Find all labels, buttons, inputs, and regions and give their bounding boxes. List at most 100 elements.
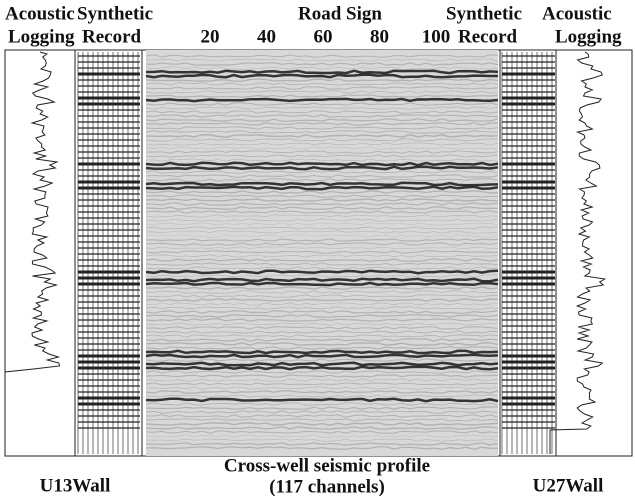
reflector: [145, 242, 499, 246]
reflector: [145, 406, 499, 410]
reflector: [145, 402, 499, 406]
reflector: [145, 118, 499, 122]
tick-label: 80: [370, 26, 389, 47]
reflector: [145, 246, 499, 250]
reflector: [145, 78, 499, 82]
reflector: [145, 230, 499, 234]
seismic-panel: [4, 49, 633, 457]
reflector: [145, 426, 499, 430]
reflector: [145, 274, 499, 278]
reflector: [145, 346, 499, 350]
reflector: [145, 214, 499, 218]
reflector: [145, 326, 499, 330]
tick-label: 20: [201, 26, 220, 47]
reflector: [145, 302, 499, 306]
reflector: [145, 410, 499, 414]
label: Acoustic: [5, 3, 75, 24]
reflector: [145, 69, 499, 75]
axis-title: Road Sign: [298, 3, 382, 24]
reflector: [145, 281, 499, 287]
reflector: [145, 54, 499, 58]
reflector: [145, 262, 499, 266]
caption: Cross-well seismic profile: [224, 455, 430, 476]
reflector: [145, 194, 498, 198]
reflector: [145, 353, 499, 359]
tick-label: 100: [422, 26, 451, 47]
reflector: [145, 386, 499, 390]
reflector: [145, 330, 499, 334]
reflector: [145, 269, 499, 275]
reflector: [145, 422, 499, 426]
reflector: [145, 154, 499, 158]
reflector: [145, 294, 499, 298]
reflector: [145, 73, 498, 79]
reflector: [145, 358, 498, 362]
reflector: [145, 94, 499, 98]
well-name: U27Wall: [533, 475, 604, 496]
reflector: [145, 202, 499, 206]
reflector: [145, 382, 499, 386]
reflector: [145, 390, 499, 394]
reflector: [145, 238, 499, 242]
reflector: [145, 250, 499, 254]
tick-label: 40: [257, 26, 276, 47]
reflector: [145, 361, 499, 367]
reflector: [145, 185, 499, 191]
reflector: [145, 82, 499, 86]
well-name: U13Wall: [40, 475, 111, 496]
reflector: [145, 165, 499, 171]
reflector: [145, 318, 499, 322]
reflector: [145, 226, 499, 230]
reflector: [145, 222, 499, 226]
reflector: [145, 102, 499, 106]
reflector: [146, 286, 499, 290]
label: Acoustic: [542, 3, 612, 24]
reflector: [145, 349, 499, 355]
reflector: [145, 138, 498, 142]
reflector: [145, 142, 499, 146]
label: Logging: [555, 26, 622, 47]
reflector: [146, 58, 499, 62]
tick-label: 60: [314, 26, 333, 47]
reflector: [145, 198, 499, 202]
reflector: [145, 66, 499, 70]
acoustic-log: [549, 51, 607, 454]
reflector: [145, 174, 499, 178]
reflector: [145, 365, 499, 371]
reflector: [145, 181, 499, 187]
reflector: [145, 277, 499, 283]
reflector: [145, 114, 499, 118]
reflector: [145, 370, 499, 374]
reflector: [145, 110, 499, 114]
reflector: [145, 418, 499, 422]
reflector: [145, 130, 499, 134]
reflector: [145, 266, 499, 270]
reflector: [145, 338, 499, 342]
label: Logging: [8, 26, 75, 47]
acoustic-log: [4, 51, 61, 454]
reflector: [145, 310, 499, 314]
reflector: [145, 218, 499, 222]
label: Synthetic: [77, 3, 153, 24]
caption: (117 channels): [269, 476, 385, 496]
reflector: [145, 134, 499, 138]
label: Record: [458, 26, 518, 47]
reflector: [145, 150, 499, 154]
reflector: [145, 146, 499, 150]
reflector: [145, 322, 499, 326]
label: Synthetic: [446, 3, 522, 24]
reflector: [146, 414, 499, 418]
reflector: [145, 190, 498, 194]
reflector: [145, 394, 499, 398]
reflector: [145, 334, 499, 338]
reflector: [145, 306, 499, 310]
reflector: [145, 442, 499, 446]
reflector: [145, 258, 499, 262]
label: Record: [82, 26, 142, 47]
reflector: [145, 290, 499, 294]
reflector: [145, 234, 499, 238]
reflector: [145, 90, 499, 94]
reflector: [145, 342, 499, 346]
reflector: [145, 438, 499, 442]
